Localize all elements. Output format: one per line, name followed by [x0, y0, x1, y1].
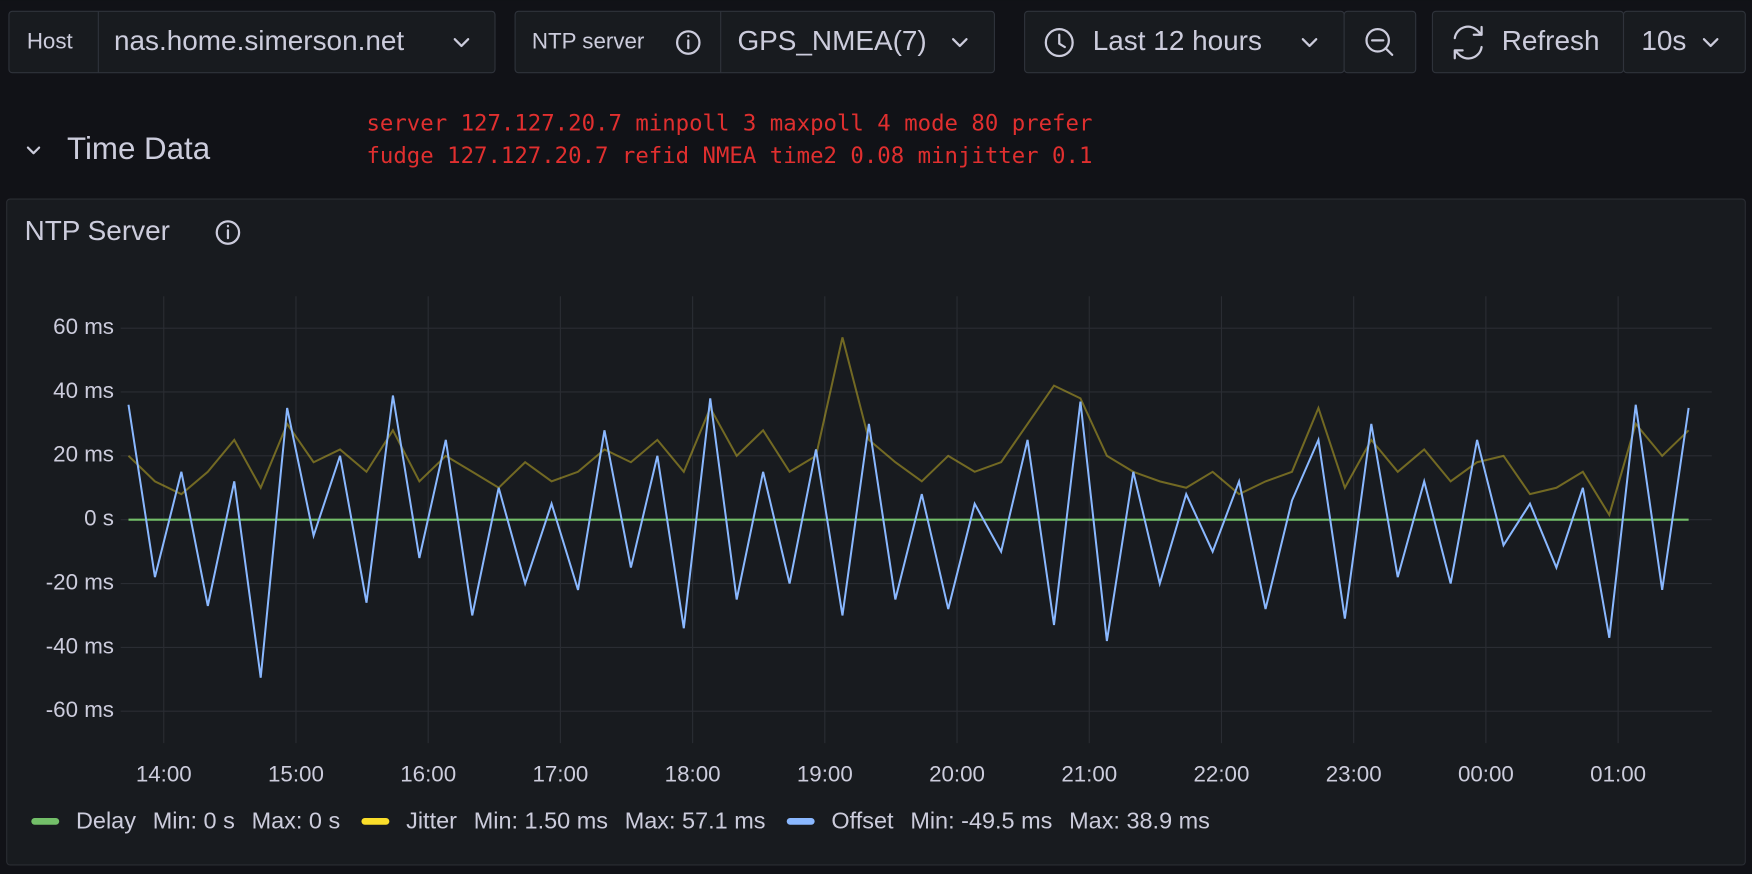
chevron [1301, 38, 1318, 48]
legend: Delay Min: 0 s Max: 0 s Jitter Min: 1.50 ms M… [31, 808, 1210, 834]
clock-icon [1044, 28, 1074, 58]
ntp-value: GPS_NMEA(7) [737, 25, 926, 56]
x-tick-label: 17:00 [532, 761, 588, 786]
x-tick-label: 20:00 [929, 761, 985, 786]
legend-stat: Min: 0 s [153, 808, 235, 834]
plot: -60 ms -40 ms -20 ms 0 s 20 ms 40 ms 60 ms 14:0… [46, 296, 1712, 786]
x-tick-label: 16:00 [400, 761, 456, 786]
legend-stat: Max: 38.9 ms [1069, 808, 1210, 834]
annotation-line: fudge 127.127.20.7 refid NMEA time2 0.08… [366, 143, 1092, 169]
legend-stat: Max: 0 s [252, 808, 341, 834]
x-tick-label: 01:00 [1590, 761, 1646, 786]
host-box [8, 10, 496, 74]
row-title[interactable]: Time Data [67, 131, 211, 166]
y-tick-label: -20 ms [46, 569, 114, 594]
ntp-picker[interactable]: NTP server GPS_NMEA(7) [514, 10, 995, 74]
time-picker[interactable]: Last 12 hours [1024, 10, 1345, 74]
legend-stat: Max: 57.1 ms [625, 808, 766, 834]
refresh-icon [1453, 25, 1483, 60]
x-tick-label: 18:00 [665, 761, 721, 786]
info-icon [215, 220, 241, 245]
y-tick-label: 0 s [84, 506, 114, 531]
zoom-box [1343, 10, 1417, 74]
info-icon [675, 30, 701, 55]
refresh-button[interactable]: Refresh [1431, 10, 1625, 74]
ntp-box [514, 10, 995, 74]
x-tick-label: 00:00 [1458, 761, 1514, 786]
annotation-line: server 127.127.20.7 minpoll 3 maxpoll 4 … [366, 111, 1092, 137]
y-tick-label: 40 ms [53, 378, 114, 403]
y-tick-label: 60 ms [53, 314, 114, 339]
x-tick-label: 14:00 [136, 761, 192, 786]
time-range: Last 12 hours [1093, 25, 1262, 56]
host-picker[interactable]: Host nas.home.simerson.net [8, 10, 496, 74]
legend-swatch [786, 818, 815, 825]
x-tick-label: 23:00 [1326, 761, 1382, 786]
zoom-out[interactable] [1343, 10, 1417, 74]
row-collapse[interactable] [26, 146, 41, 155]
x-tick-label: 15:00 [268, 761, 324, 786]
chevron [1702, 38, 1719, 48]
host-value: nas.home.simerson.net [114, 25, 404, 56]
y-tick-label: -40 ms [46, 633, 114, 658]
legend-stat: Min: 1.50 ms [474, 808, 608, 834]
interval-box [1622, 10, 1746, 74]
legend-label: Jitter [406, 808, 457, 834]
legend-label: Delay [76, 808, 136, 834]
legend-swatch [361, 818, 390, 825]
chevron [951, 38, 968, 48]
y-tick-label: 20 ms [53, 442, 114, 467]
x-tick-label: 19:00 [797, 761, 853, 786]
legend-swatch [31, 818, 60, 825]
ntp-label: NTP server [532, 28, 645, 53]
clock-icon [1058, 33, 1066, 49]
series-line [127, 395, 1690, 678]
panel-title: NTP Server [25, 215, 170, 246]
interval-picker[interactable]: 10s [1622, 10, 1746, 74]
zoom-icon [1365, 28, 1390, 53]
zoom-icon [1370, 39, 1394, 56]
legend-stat: Min: -49.5 ms [910, 808, 1052, 834]
refresh-interval: 10s [1641, 25, 1686, 56]
y-tick-label: -60 ms [46, 697, 114, 722]
chevron [453, 38, 470, 48]
x-tick-label: 21:00 [1061, 761, 1117, 786]
host-label: Host [27, 28, 74, 53]
x-tick-label: 22:00 [1194, 761, 1250, 786]
panel [6, 198, 1746, 866]
legend-label: Offset [831, 808, 894, 834]
refresh-label: Refresh [1502, 25, 1600, 56]
